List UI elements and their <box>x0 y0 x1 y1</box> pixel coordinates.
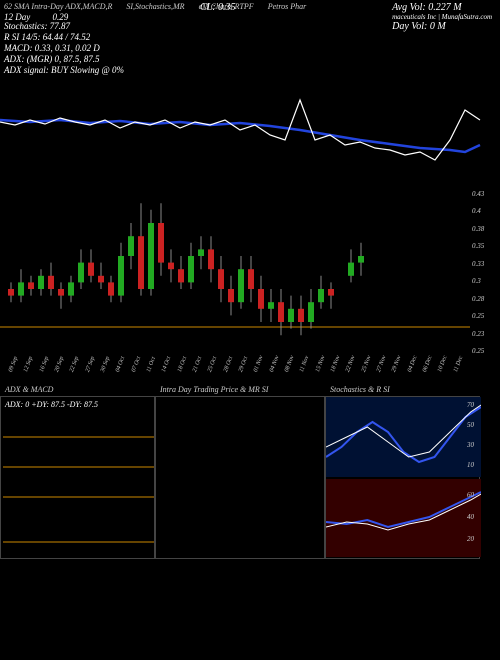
svg-text:40: 40 <box>467 513 475 521</box>
adx-value: ADX: (MGR) 0, 87.5, 87.5 <box>4 54 496 65</box>
day-pct: 0.29 <box>53 12 69 22</box>
svg-text:20: 20 <box>467 535 475 543</box>
candlestick-chart: 0.430.40.380.350.330.30.280.250.230.25 <box>0 190 500 355</box>
svg-text:30: 30 <box>466 441 475 449</box>
macd-value: MACD: 0.33, 0.31, 0.02 D <box>4 43 496 54</box>
close-price: CL: 0.35 <box>200 2 236 13</box>
chart-header: 62 SMA Intra-Day ADX,MACD,R SI,Stochasti… <box>0 0 500 70</box>
intraday-title: Intra Day Trading Price & MR SI <box>160 385 268 394</box>
day-vol: Day Vol: 0 M <box>392 21 492 32</box>
sub-indicator-panels: ADX & MACD ADX: 0 +DY: 87.5 -DY: 87.5 In… <box>0 396 500 559</box>
source-label: maceuticals Inc | MunafaSutra.com <box>392 13 492 21</box>
price-axis: 0.430.40.380.350.330.30.280.250.230.25 <box>472 190 500 355</box>
stochastics-rsi-panel: Stochastics & R SI 70503010604020 <box>325 396 480 559</box>
intraday-panel: Intra Day Trading Price & MR SI <box>155 396 325 559</box>
avg-vol: Avg Vol: 0.227 M <box>392 2 492 13</box>
svg-text:50: 50 <box>467 421 475 429</box>
stoch-rsi-title: Stochastics & R SI <box>330 385 390 394</box>
adx-macd-title: ADX & MACD <box>5 385 53 394</box>
overlay-line-chart <box>0 70 500 190</box>
rsi-value: R SI 14/5: 64.44 / 74.52 <box>4 32 496 43</box>
svg-text:60: 60 <box>467 491 475 499</box>
date-axis: 09 Sep12 Sep16 Sep20 Sep22 Sep27 Sep30 S… <box>0 357 500 382</box>
header-right-block: Avg Vol: 0.227 M maceuticals Inc | Munaf… <box>392 2 492 32</box>
adx-readout: ADX: 0 +DY: 87.5 -DY: 87.5 <box>3 399 100 410</box>
svg-text:10: 10 <box>467 461 475 469</box>
adx-macd-panel: ADX & MACD ADX: 0 +DY: 87.5 -DY: 87.5 <box>0 396 155 559</box>
day-count: 12 Day <box>4 12 30 22</box>
svg-text:70: 70 <box>467 401 475 409</box>
